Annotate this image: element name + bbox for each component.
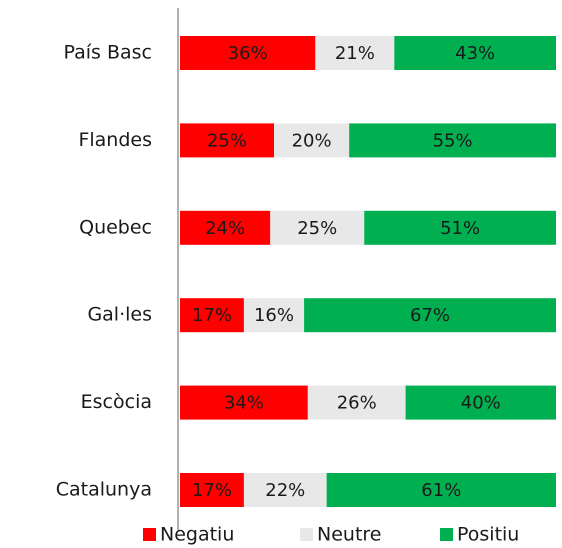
legend-swatch (143, 528, 156, 541)
data-label: 17% (192, 480, 232, 501)
data-label: 25% (207, 130, 247, 151)
legend-swatch (300, 528, 313, 541)
category-label: Quebec (79, 216, 152, 238)
category-label: País Basc (64, 42, 153, 64)
legend-swatch (440, 528, 453, 541)
data-label: 16% (254, 305, 294, 326)
data-label: 25% (297, 218, 337, 239)
data-label: 20% (292, 130, 332, 151)
bar-segment (180, 298, 244, 333)
bar-segment (180, 36, 316, 70)
bar-segment (270, 210, 365, 245)
legend-label: Negatiu (160, 524, 234, 546)
data-label: 43% (455, 43, 495, 64)
category-label: Escòcia (81, 391, 152, 413)
data-label: 51% (440, 218, 480, 239)
bar-segment (326, 473, 556, 507)
data-label: 17% (192, 305, 232, 326)
bar-segment (307, 385, 406, 420)
bar-segment (243, 298, 305, 333)
bar-segment (364, 210, 556, 245)
bar-segment (243, 473, 327, 507)
bar-segment (180, 473, 244, 507)
data-label: 34% (224, 393, 264, 414)
bar-segment (349, 123, 556, 158)
legend-label: Neutre (317, 524, 381, 546)
bar-segment (180, 385, 308, 420)
category-label: Catalunya (56, 479, 152, 501)
bar-segment (274, 123, 350, 158)
bar-segment (180, 210, 271, 245)
data-label: 55% (433, 130, 473, 151)
legend-label: Positiu (457, 524, 519, 546)
data-label: 22% (265, 480, 305, 501)
data-label: 24% (205, 218, 245, 239)
bar-segment (304, 298, 556, 333)
bar-segment (394, 36, 556, 70)
bar-segment (315, 36, 395, 70)
data-label: 26% (337, 393, 377, 414)
bar-segment (405, 385, 556, 420)
category-label: Flandes (78, 129, 152, 151)
data-label: 21% (335, 43, 375, 64)
data-label: 61% (421, 480, 461, 501)
data-label: 40% (461, 393, 501, 414)
category-label: Gal·les (87, 304, 152, 326)
data-label: 36% (228, 43, 268, 64)
bar-segment (180, 123, 274, 158)
data-label: 67% (410, 305, 450, 326)
